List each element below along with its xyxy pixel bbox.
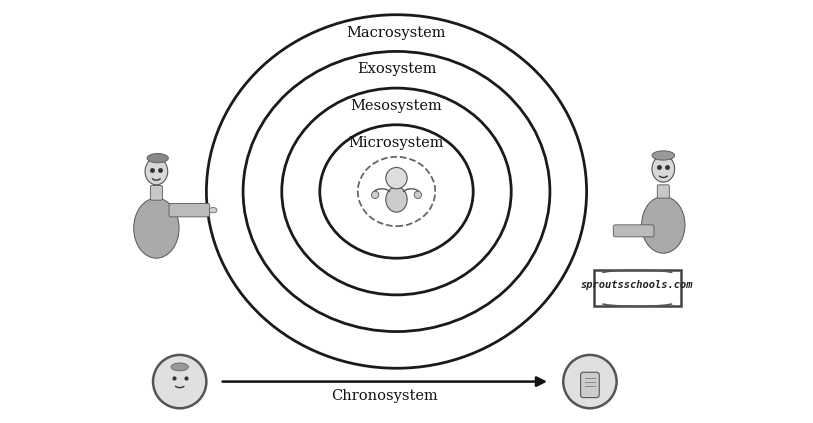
- Ellipse shape: [133, 198, 179, 258]
- Text: Microsystem: Microsystem: [349, 137, 444, 151]
- Ellipse shape: [652, 156, 675, 182]
- Circle shape: [563, 355, 616, 408]
- Circle shape: [386, 168, 407, 189]
- Ellipse shape: [171, 363, 189, 371]
- Ellipse shape: [641, 197, 685, 253]
- Circle shape: [153, 355, 207, 408]
- FancyBboxPatch shape: [613, 225, 654, 237]
- FancyBboxPatch shape: [150, 186, 163, 200]
- FancyBboxPatch shape: [594, 270, 680, 306]
- Ellipse shape: [147, 154, 168, 163]
- FancyBboxPatch shape: [169, 203, 210, 217]
- Text: Mesosystem: Mesosystem: [350, 99, 442, 113]
- Text: sproutsschools.com: sproutsschools.com: [580, 280, 693, 290]
- Ellipse shape: [652, 151, 675, 160]
- Text: Chronosystem: Chronosystem: [332, 389, 438, 403]
- FancyBboxPatch shape: [580, 372, 599, 398]
- Text: Exosystem: Exosystem: [357, 62, 437, 76]
- FancyBboxPatch shape: [657, 185, 669, 198]
- Ellipse shape: [145, 158, 167, 185]
- Text: Macrosystem: Macrosystem: [347, 26, 446, 40]
- Circle shape: [414, 191, 421, 198]
- Ellipse shape: [386, 187, 407, 212]
- Ellipse shape: [209, 208, 217, 213]
- Circle shape: [372, 191, 379, 198]
